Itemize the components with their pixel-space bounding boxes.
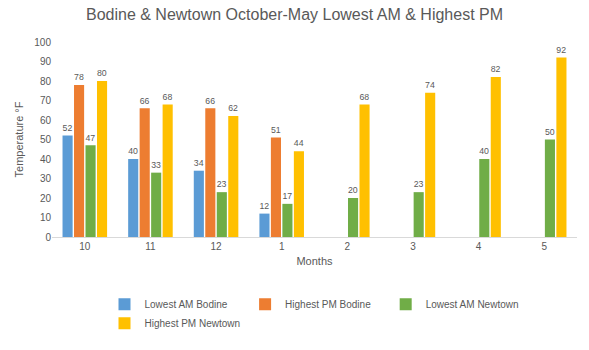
svg-text:20: 20 [348,185,358,195]
svg-text:3: 3 [410,241,416,252]
svg-text:12: 12 [259,201,269,211]
svg-text:Lowest AM Newtown: Lowest AM Newtown [426,299,519,310]
svg-text:92: 92 [556,45,566,55]
svg-text:Months: Months [296,255,333,267]
svg-text:11: 11 [145,241,156,252]
svg-text:82: 82 [491,64,501,74]
svg-text:23: 23 [414,179,424,189]
svg-text:68: 68 [163,92,173,102]
svg-text:34: 34 [194,158,204,168]
svg-text:90: 90 [40,56,52,67]
svg-text:50: 50 [40,134,52,145]
svg-text:17: 17 [282,191,292,201]
svg-text:Temperature °F: Temperature °F [13,101,25,177]
svg-text:Highest PM Newtown: Highest PM Newtown [145,318,241,329]
svg-text:66: 66 [205,96,215,106]
svg-text:44: 44 [294,138,304,148]
svg-text:10: 10 [79,241,91,252]
svg-text:74: 74 [425,80,435,90]
svg-text:80: 80 [40,76,52,87]
svg-text:1: 1 [279,241,285,252]
svg-text:10: 10 [40,212,52,223]
svg-text:0: 0 [45,232,51,243]
svg-text:70: 70 [40,95,52,106]
svg-text:62: 62 [228,103,238,113]
svg-text:Highest PM Bodine: Highest PM Bodine [285,299,371,310]
svg-text:78: 78 [74,72,84,82]
svg-text:50: 50 [545,127,555,137]
svg-text:80: 80 [97,68,107,78]
svg-text:52: 52 [63,123,73,133]
svg-text:60: 60 [40,115,52,126]
svg-text:51: 51 [271,125,281,135]
svg-text:23: 23 [217,179,227,189]
svg-text:40: 40 [479,146,489,156]
svg-text:33: 33 [151,160,161,170]
svg-text:Lowest AM Bodine: Lowest AM Bodine [145,299,228,310]
svg-text:68: 68 [359,92,369,102]
svg-text:100: 100 [34,37,51,48]
svg-text:20: 20 [40,193,52,204]
svg-text:2: 2 [345,241,351,252]
svg-text:66: 66 [140,96,150,106]
svg-text:40: 40 [40,154,52,165]
svg-text:Bodine & Newtown October-May L: Bodine & Newtown October-May Lowest AM &… [86,6,503,23]
svg-text:12: 12 [210,241,222,252]
svg-text:40: 40 [128,146,138,156]
svg-text:4: 4 [476,241,482,252]
svg-text:5: 5 [541,241,547,252]
svg-text:30: 30 [40,173,52,184]
svg-text:47: 47 [86,133,96,143]
